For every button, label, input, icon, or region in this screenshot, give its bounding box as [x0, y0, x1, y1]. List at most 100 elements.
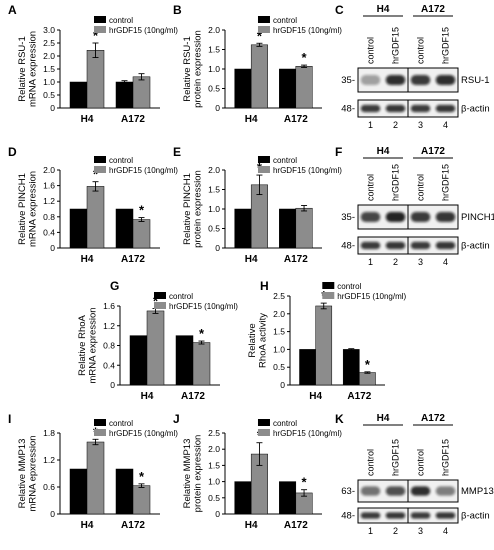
band-label: RSU-1 — [461, 75, 490, 86]
lane-number: 2 — [393, 257, 398, 267]
y-tick-label: 0.5 — [273, 362, 285, 372]
legend-label-control: control — [273, 156, 297, 165]
category-label-h4: H4 — [141, 391, 154, 402]
legend-swatch-control — [94, 156, 106, 163]
legend-swatch-control — [94, 419, 106, 426]
legend-swatch-control — [257, 419, 270, 426]
legend-swatch-treated — [257, 429, 270, 436]
legend-label-control: control — [109, 156, 133, 165]
legend-label-treated: hrGDF15 (10ng/ml) — [273, 166, 342, 175]
blot-panel-f: F H4 A172 control hrGDF15 control hrGDF15 35- PI… — [335, 145, 494, 267]
y-tick-label: 0.8 — [103, 341, 115, 351]
category-label-a172: A172 — [121, 114, 145, 125]
mw-marker: 48- — [341, 104, 355, 115]
y-axis-label-line: RhoA activity — [258, 313, 269, 368]
blot-group-label-a172: A172 — [421, 146, 445, 157]
y-tick-label: 0 — [280, 380, 285, 390]
y-tick-label: 1.0 — [208, 204, 220, 214]
y-tick-label: 1.8 — [43, 428, 55, 438]
lane-label: control — [366, 174, 376, 201]
bar-treated-h4 — [315, 305, 333, 386]
blot-band — [410, 104, 431, 113]
significance-star: * — [93, 167, 99, 182]
y-axis-label-line: Relative MMP13 — [17, 439, 28, 509]
y-tick-label: 0.4 — [103, 360, 115, 370]
y-axis-label-line: protein expression — [193, 30, 204, 108]
chart-panel-g: G 0 0.4 0.8 1.2 1.6 Relative RhoAmRNA expressi… — [77, 279, 238, 402]
legend-label-control: control — [273, 419, 297, 428]
significance-star: * — [365, 357, 371, 372]
legend-label-treated: hrGDF15 (10ng/ml) — [109, 166, 178, 175]
bar-treated-a172 — [132, 219, 151, 249]
bar-control-h4 — [129, 335, 148, 386]
blot-band — [385, 104, 406, 113]
y-tick-label: 2.0 — [208, 165, 220, 175]
lane-number: 3 — [418, 120, 423, 130]
blot-panel-k: K H4 A172 control hrGDF15 control hrGDF15 63- MM… — [335, 412, 494, 536]
legend-swatch-control — [154, 292, 166, 299]
category-label-a172: A172 — [284, 520, 308, 531]
band-label: β-actin — [461, 104, 490, 115]
blot-panel-c: C H4 A172 control hrGDF15 control hrGDF15 35- RS… — [335, 3, 490, 130]
bar-treated-a172 — [132, 76, 151, 109]
y-tick-label: 2.5 — [273, 291, 285, 301]
category-label-a172: A172 — [284, 114, 308, 125]
bar-treated-a172 — [359, 372, 376, 386]
significance-star: * — [257, 28, 263, 43]
lane-number: 4 — [443, 120, 448, 130]
category-label-h4: H4 — [245, 114, 258, 125]
y-tick-label: 1.6 — [43, 181, 55, 191]
panel-letter: G — [110, 279, 119, 293]
y-tick-label: 0.5 — [208, 493, 220, 503]
lane-number: 3 — [418, 526, 423, 536]
bar-control-a172 — [279, 481, 297, 515]
lane-label: hrGDF15 — [441, 439, 451, 476]
blot-band — [435, 486, 456, 496]
category-label-a172: A172 — [347, 391, 371, 402]
lane-label: control — [416, 449, 426, 476]
blot-group-label-h4: H4 — [377, 146, 390, 157]
y-tick-label: 1.5 — [208, 460, 220, 470]
chart-panel-a: A 0 0.5 1.0 1.5 2.0 2.5 3.0 Relative RSU-1mRNA e… — [8, 3, 178, 125]
significance-star: * — [302, 475, 308, 490]
lane-label: control — [416, 37, 426, 64]
blots-layer: C H4 A172 control hrGDF15 control hrGDF15 35- RS… — [335, 3, 494, 536]
blot-band — [435, 104, 456, 113]
category-label-h4: H4 — [309, 391, 322, 402]
chart-panel-i: I 0 0.6 1.2 1.8 Relative MMP13mRNA epxression… — [8, 412, 178, 531]
significance-star: * — [302, 50, 308, 65]
y-axis-label: Relative PINCH1protein expression — [182, 170, 204, 248]
y-tick-label: 1.5 — [273, 327, 285, 337]
bar-control-h4 — [234, 208, 252, 249]
lane-number: 1 — [368, 120, 373, 130]
y-tick-label: 0 — [215, 103, 220, 113]
lane-number: 1 — [368, 257, 373, 267]
chart-panel-e: E 0 0.5 1.0 1.5 2.0 Relative PINCH1protein exp… — [173, 145, 342, 265]
legend-label-treated: hrGDF15 (10ng/ml) — [273, 26, 342, 35]
legend-swatch-treated — [257, 26, 270, 33]
lane-label: hrGDF15 — [391, 164, 401, 201]
lane-label: hrGDF15 — [441, 164, 451, 201]
legend-label-control: control — [337, 282, 361, 291]
legend-swatch-control — [94, 16, 106, 23]
category-label-a172: A172 — [181, 391, 205, 402]
blot-band — [410, 211, 431, 223]
y-tick-label: 2.0 — [43, 51, 55, 61]
blot-group-label-a172: A172 — [421, 413, 445, 424]
bar-treated-h4 — [146, 310, 165, 386]
y-tick-label: 3.0 — [43, 25, 55, 35]
blot-band — [385, 512, 406, 519]
y-tick-label: 0 — [50, 509, 55, 519]
lane-number: 4 — [443, 526, 448, 536]
y-tick-label: 0 — [50, 243, 55, 253]
bar-treated-h4 — [86, 50, 105, 109]
bar-control-h4 — [69, 468, 88, 515]
lane-label: control — [366, 449, 376, 476]
bar-control-h4 — [69, 81, 88, 109]
y-axis-label-line: Relative PINCH1 — [17, 173, 28, 245]
legend-swatch-treated — [257, 166, 270, 173]
bar-control-h4 — [234, 68, 252, 109]
y-tick-label: 1.5 — [208, 185, 220, 195]
y-tick-label: 1.0 — [208, 477, 220, 487]
